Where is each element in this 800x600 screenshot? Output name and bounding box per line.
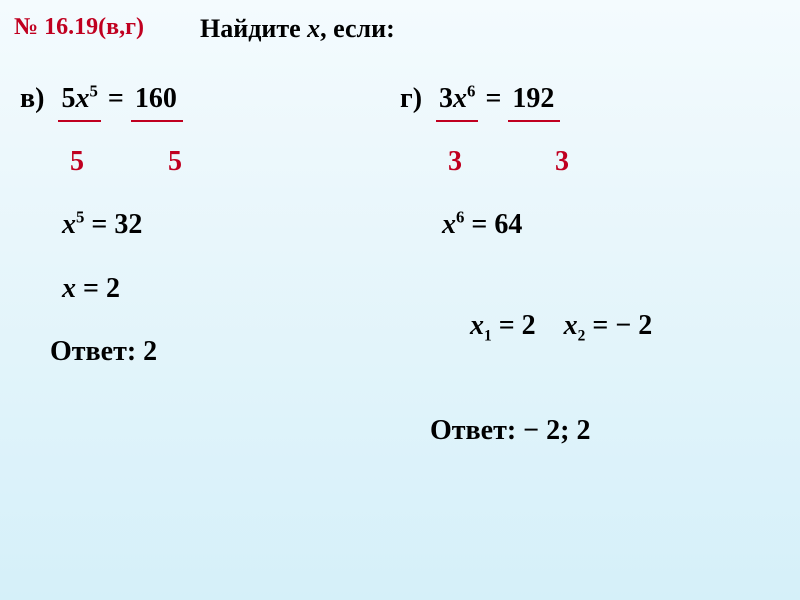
title-post: , если:: [320, 14, 395, 43]
g-exp: 6: [467, 82, 475, 101]
g-answer-value: − 2; 2: [523, 415, 590, 446]
page-title: Найдите x, если:: [200, 14, 395, 44]
v-var: x: [75, 83, 89, 114]
g-eq3-gap: [536, 310, 564, 341]
title-var: x: [307, 14, 320, 43]
g-eq3a-var: x: [470, 310, 484, 341]
v-eq1-lhs: 5x5: [58, 80, 100, 122]
g-eq1: г) 3x6 = 192: [400, 80, 760, 122]
v-answer-value: 2: [143, 336, 157, 367]
g-answer: Ответ: − 2; 2: [400, 412, 760, 450]
title-pre: Найдите: [200, 14, 307, 43]
v-coef: 5: [61, 83, 75, 114]
v-div-a: 5: [70, 146, 84, 178]
problem-v: в) 5x5 = 160 5 5 x5 = 32 x = 2 Ответ: 2: [20, 80, 380, 397]
v-exp: 5: [89, 82, 97, 101]
g-label: г): [400, 83, 422, 114]
g-div-a: 3: [448, 146, 462, 178]
g-div-b: 3: [555, 146, 569, 178]
g-eq1-rhs: 192: [508, 80, 560, 122]
v-eq3-rest: = 2: [76, 273, 120, 304]
v-eq2-var: x: [62, 209, 76, 240]
g-coef: 3: [439, 83, 453, 114]
g-var: x: [453, 83, 467, 114]
v-eq3: x = 2: [20, 270, 380, 308]
v-answer: Ответ: 2: [20, 333, 380, 371]
exercise-number: № 16.19(в,г): [14, 14, 144, 41]
g-eq3b-rest: = − 2: [585, 310, 652, 341]
g-eq3b-var: x: [564, 310, 578, 341]
g-answer-label: Ответ:: [430, 415, 523, 446]
g-eq3a-sub: 1: [484, 328, 492, 345]
g-eq1-lhs: 3x6: [436, 80, 478, 122]
g-eq2-rest: = 64: [464, 209, 522, 240]
g-eq2: x6 = 64: [400, 206, 760, 244]
v-label: в): [20, 83, 44, 114]
g-eqsign: =: [478, 83, 508, 114]
problem-g: г) 3x6 = 192 3 3 x6 = 64 x1 = 2 x2 = − 2…: [400, 80, 760, 475]
v-div-b: 5: [168, 146, 182, 178]
v-eq2-rest: = 32: [84, 209, 142, 240]
g-eq3: x1 = 2 x2 = − 2: [400, 270, 760, 386]
v-eq2: x5 = 32: [20, 206, 380, 244]
v-answer-label: Ответ:: [50, 336, 143, 367]
v-eq1: в) 5x5 = 160: [20, 80, 380, 122]
g-divisors: 3 3: [400, 146, 760, 178]
g-eq3a-rest: = 2: [492, 310, 536, 341]
v-divisors: 5 5: [20, 146, 380, 178]
v-eq3-var: x: [62, 273, 76, 304]
v-eqsign: =: [101, 83, 131, 114]
v-eq1-rhs: 160: [131, 80, 183, 122]
g-eq2-var: x: [442, 209, 456, 240]
